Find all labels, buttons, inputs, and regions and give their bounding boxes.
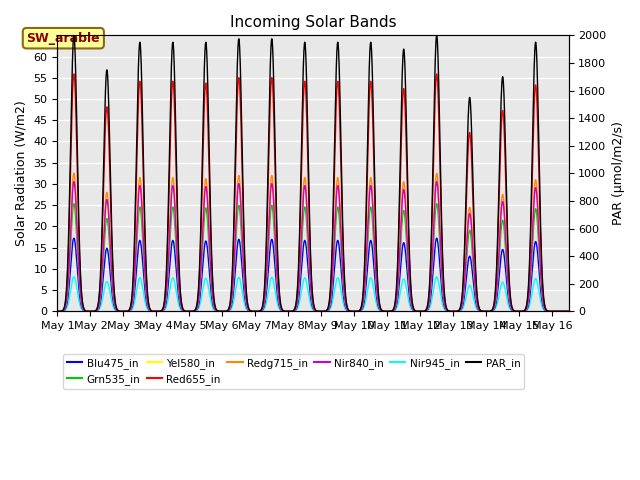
Y-axis label: PAR (μmol/m2/s): PAR (μmol/m2/s) bbox=[612, 121, 625, 225]
Title: Incoming Solar Bands: Incoming Solar Bands bbox=[230, 15, 396, 30]
Y-axis label: Solar Radiation (W/m2): Solar Radiation (W/m2) bbox=[15, 100, 28, 246]
Legend: Blu475_in, Grn535_in, Yel580_in, Red655_in, Redg715_in, Nir840_in, Nir945_in, PA: Blu475_in, Grn535_in, Yel580_in, Red655_… bbox=[63, 354, 524, 389]
Text: SW_arable: SW_arable bbox=[26, 32, 100, 45]
